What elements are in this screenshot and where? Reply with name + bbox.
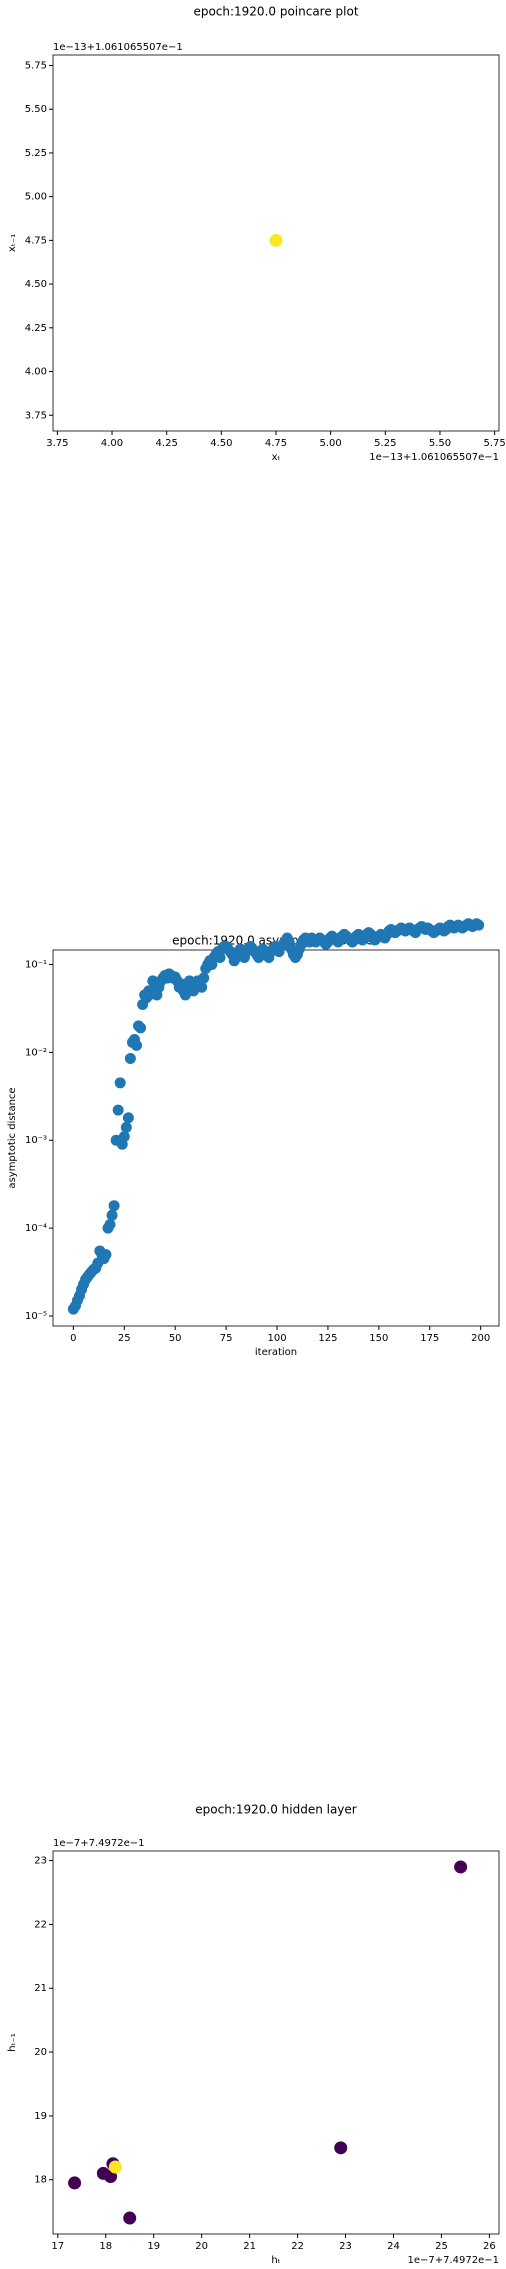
y-tick-label: 10⁻⁵ xyxy=(25,1311,47,1322)
point xyxy=(196,981,208,993)
point xyxy=(120,1121,132,1133)
point xyxy=(269,233,283,247)
y-tick-label: 4.75 xyxy=(25,235,47,246)
y-axis-label: asymptotic distance xyxy=(7,1087,18,1188)
x-tick-label: 17 xyxy=(51,2241,64,2252)
x-tick-label: 4.50 xyxy=(210,438,232,449)
y-offset-label: 1e−7+7.4972e−1 xyxy=(53,1838,145,1849)
point xyxy=(123,2211,137,2225)
x-tick-label: 25 xyxy=(435,2241,448,2252)
x-tick-label: 5.00 xyxy=(320,438,342,449)
x-tick-label: 5.75 xyxy=(483,438,505,449)
x-tick-label: 175 xyxy=(420,1333,439,1344)
x-axis-label: iteration xyxy=(255,1347,297,1358)
x-tick-label: 150 xyxy=(369,1333,388,1344)
x-tick-label: 5.50 xyxy=(429,438,451,449)
x-tick-label: 4.75 xyxy=(265,438,287,449)
chart-title: epoch:1920.0 hidden layer xyxy=(195,1803,357,1817)
y-offset-label: 1e−13+1.061065507e−1 xyxy=(53,42,183,53)
point xyxy=(106,1209,118,1221)
x-tick-label: 5.25 xyxy=(374,438,396,449)
point xyxy=(68,2176,82,2190)
point xyxy=(108,2160,122,2174)
point xyxy=(112,1104,124,1116)
y-tick-label: 10⁻⁴ xyxy=(25,1223,47,1234)
x-tick-label: 3.75 xyxy=(46,438,68,449)
point xyxy=(104,1218,116,1230)
y-tick-label: 4.00 xyxy=(25,367,47,378)
x-tick-label: 18 xyxy=(99,2241,112,2252)
y-tick-label: 3.75 xyxy=(25,410,47,421)
x-tick-label: 50 xyxy=(169,1333,182,1344)
y-tick-label: 18 xyxy=(34,2175,47,2186)
y-tick-label: 5.75 xyxy=(25,60,47,71)
y-tick-label: 10⁻³ xyxy=(25,1135,47,1146)
x-tick-label: 100 xyxy=(267,1333,286,1344)
x-axis-label: xₜ xyxy=(272,452,281,463)
point xyxy=(214,951,226,963)
x-tick-label: 200 xyxy=(471,1333,490,1344)
x-offset-label: 1e−13+1.061065507e−1 xyxy=(369,452,499,463)
x-tick-label: 26 xyxy=(483,2241,496,2252)
x-tick-label: 19 xyxy=(147,2241,160,2252)
point xyxy=(114,1077,126,1089)
y-tick-label: 10⁻¹ xyxy=(25,959,47,970)
y-tick-label: 5.00 xyxy=(25,192,47,203)
point xyxy=(124,1053,136,1065)
point xyxy=(118,1131,130,1143)
y-tick-label: 21 xyxy=(34,1983,47,1994)
point xyxy=(100,1249,112,1261)
point xyxy=(334,2141,348,2155)
x-tick-label: 22 xyxy=(291,2241,304,2252)
x-tick-label: 23 xyxy=(339,2241,352,2252)
x-tick-label: 20 xyxy=(195,2241,208,2252)
point xyxy=(473,919,485,931)
y-tick-label: 10⁻² xyxy=(25,1047,47,1058)
y-tick-label: 23 xyxy=(34,1856,47,1867)
x-tick-label: 75 xyxy=(220,1333,233,1344)
y-tick-label: 4.50 xyxy=(25,279,47,290)
x-tick-label: 21 xyxy=(243,2241,256,2252)
point xyxy=(122,1112,134,1124)
x-tick-label: 125 xyxy=(318,1333,337,1344)
point xyxy=(198,972,210,984)
y-tick-label: 22 xyxy=(34,1919,47,1930)
y-tick-label: 20 xyxy=(34,2047,47,2058)
x-tick-label: 4.25 xyxy=(156,438,178,449)
y-axis-label: hₜ₋₁ xyxy=(7,2033,18,2052)
y-tick-label: 5.50 xyxy=(25,104,47,115)
point xyxy=(130,1039,142,1051)
x-tick-label: 4.00 xyxy=(101,438,123,449)
x-tick-label: 24 xyxy=(387,2241,400,2252)
point xyxy=(135,1022,147,1034)
point xyxy=(104,2170,118,2184)
x-tick-label: 25 xyxy=(118,1333,131,1344)
chart-title: epoch:1920.0 poincare plot xyxy=(193,5,358,19)
x-tick-label: 0 xyxy=(70,1333,76,1344)
x-offset-label: 1e−7+7.4972e−1 xyxy=(407,2255,499,2266)
y-tick-label: 19 xyxy=(34,2111,47,2122)
y-axis-label: xₜ₋₁ xyxy=(7,234,18,252)
x-axis-label: hₜ xyxy=(271,2255,280,2266)
point xyxy=(108,1200,120,1212)
y-tick-label: 5.25 xyxy=(25,148,47,159)
plot-area xyxy=(52,1850,500,2235)
point xyxy=(454,1860,468,1874)
y-tick-label: 4.25 xyxy=(25,323,47,334)
